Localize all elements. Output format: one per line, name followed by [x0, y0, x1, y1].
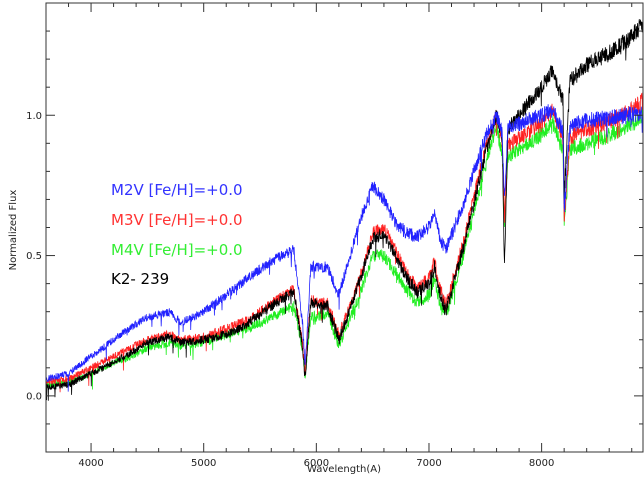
y-axis-title: Normalized Flux	[8, 190, 19, 271]
legend-entry-3: M4V [Fe/H]=+0.0	[111, 241, 243, 259]
x-tick-label: 7000	[416, 458, 441, 469]
labels-layer: 4000 5000 6000 7000 8000 0.0 0.5 1.0	[26, 111, 554, 469]
x-tick-label: 8000	[529, 458, 554, 469]
y-tick-label: 0.0	[26, 391, 42, 402]
series-layer	[45, 17, 644, 401]
legend-entry-4: K2- 239	[111, 270, 169, 288]
y-tick-label: 0.5	[26, 251, 42, 262]
legend-entry-2: M3V [Fe/H]=+0.0	[111, 211, 243, 229]
series-line-4	[45, 104, 644, 392]
series-line-3	[45, 17, 644, 401]
x-tick-label: 6000	[304, 458, 329, 469]
x-axis-title: Wavelength(A)	[307, 464, 381, 475]
legend-entry-1: M2V [Fe/H]=+0.0	[111, 181, 243, 199]
y-tick-label: 1.0	[26, 111, 42, 122]
x-tick-label: 4000	[78, 458, 103, 469]
axes-layer	[45, 2, 644, 453]
x-tick-label: 5000	[191, 458, 216, 469]
legend: M2V [Fe/H]=+0.0 M3V [Fe/H]=+0.0 M4V [Fe/H]…	[111, 181, 243, 288]
